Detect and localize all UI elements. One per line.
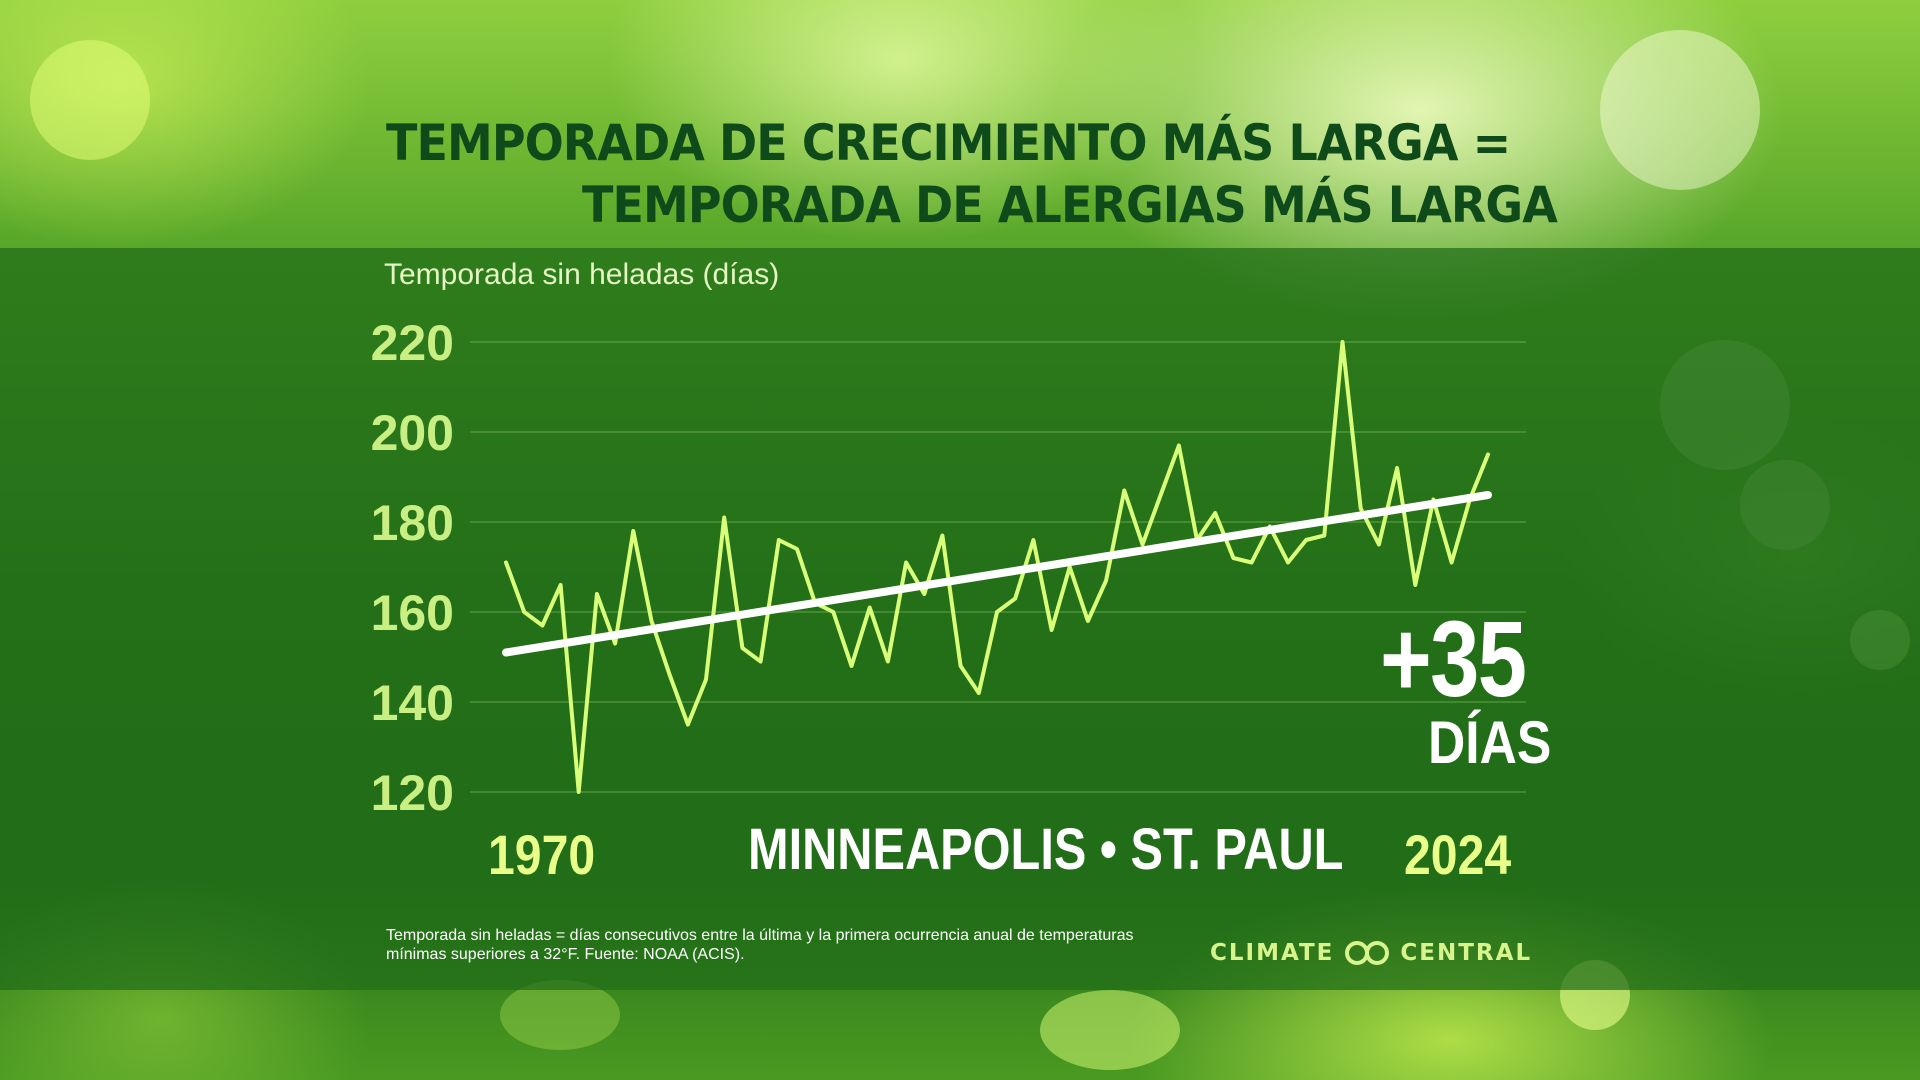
footnote: Temporada sin heladas = días consecutivo… [386, 927, 1134, 963]
brand-name-left: CLIMATE [1210, 940, 1335, 966]
chart-title-line-2: TEMPORADA DE ALERGIAS MÁS LARGA [582, 176, 1558, 234]
climate-central-logo: CLIMATE CENTRAL [1210, 938, 1532, 968]
x-tick-label-end: 2024 [1404, 823, 1512, 886]
chart-panel [0, 248, 1920, 990]
change-annotation-unit: DÍAS [1428, 709, 1552, 776]
bokeh-light [1600, 30, 1760, 190]
bokeh-light [500, 980, 620, 1050]
change-annotation-value: +35 [1380, 598, 1527, 719]
interlinked-rings-icon [1345, 941, 1390, 965]
grid-lines [470, 341, 1526, 793]
x-tick-label-start: 1970 [488, 823, 596, 886]
y-tick-label: 120 [371, 765, 454, 821]
y-tick-label: 200 [371, 405, 454, 461]
chart-title-line-1: TEMPORADA DE CRECIMIENTO MÁS LARGA = [386, 114, 1511, 172]
bokeh-light [30, 40, 150, 160]
y-axis-label: Temporada sin heladas (días) [384, 258, 780, 291]
y-tick-label: 180 [371, 495, 454, 551]
bokeh-light [1040, 990, 1180, 1070]
y-tick-labels: 120 140 160 180 200 220 [371, 315, 454, 821]
location-label: MINNEAPOLIS • ST. PAUL [748, 817, 1344, 882]
frost-free-season-line [504, 340, 1490, 794]
brand-name-right: CENTRAL [1400, 940, 1533, 966]
y-tick-label: 140 [371, 675, 454, 731]
y-tick-label: 220 [371, 315, 454, 371]
y-tick-label: 160 [371, 585, 454, 641]
trend-line [502, 491, 1492, 657]
